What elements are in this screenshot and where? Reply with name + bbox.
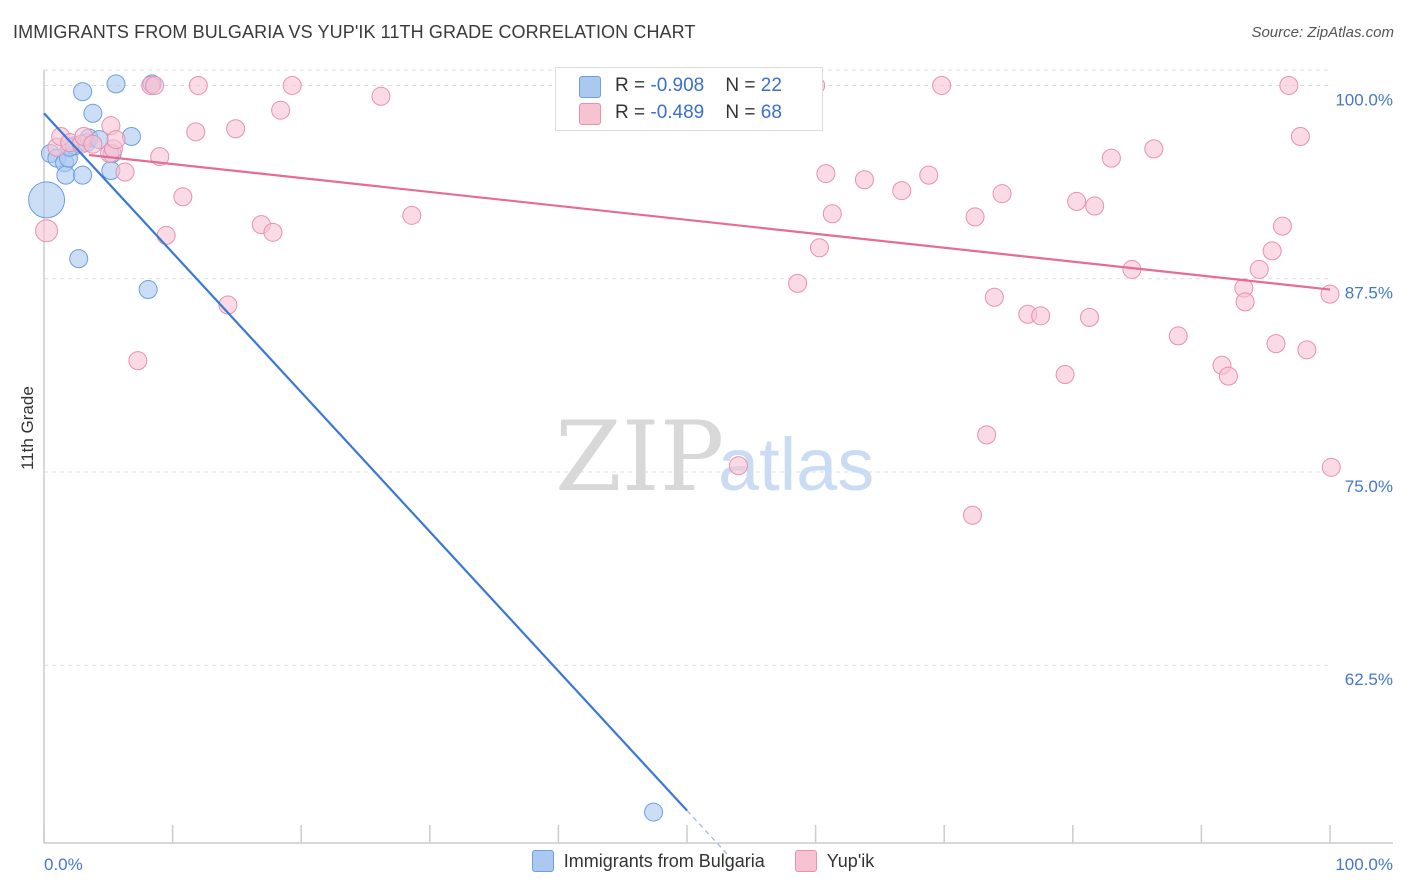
yupik-point bbox=[932, 75, 952, 95]
yupik-point bbox=[1249, 259, 1269, 279]
gridlines bbox=[44, 69, 1330, 666]
r-value: -0.908 bbox=[650, 75, 705, 96]
yupik-point bbox=[263, 222, 283, 242]
yupik-point bbox=[106, 130, 126, 150]
bulgaria-trend-extension bbox=[686, 810, 739, 867]
yupik-point bbox=[128, 351, 148, 371]
yupik-point bbox=[371, 86, 391, 106]
bulgaria-point bbox=[28, 181, 66, 219]
bulgaria-trend-line bbox=[43, 112, 688, 812]
yupik-point bbox=[186, 122, 206, 142]
yupik-point bbox=[1262, 241, 1282, 261]
yupik-point bbox=[156, 225, 176, 245]
yupik-point bbox=[1279, 75, 1299, 95]
n-value: 68 bbox=[760, 102, 782, 123]
watermark-zip: ZIP bbox=[555, 401, 724, 513]
legend-blue-swatch bbox=[531, 850, 554, 872]
watermark: ZIP atlas bbox=[555, 401, 874, 513]
yupik-point bbox=[1067, 191, 1087, 211]
n-label: N = bbox=[725, 75, 761, 96]
yupik-point bbox=[226, 119, 246, 139]
y-tick-label: 87.5% bbox=[1345, 284, 1393, 303]
legend-pink-swatch bbox=[794, 850, 817, 872]
n-value: 22 bbox=[760, 75, 782, 96]
yupik-point bbox=[1272, 216, 1292, 236]
yupik-point bbox=[977, 425, 997, 445]
yupik-point bbox=[150, 147, 170, 167]
yupik-point bbox=[1031, 306, 1051, 326]
r-label: R = bbox=[615, 75, 651, 96]
pink-swatch bbox=[579, 103, 601, 125]
yupik-point bbox=[1080, 307, 1100, 327]
y-tick-label: 62.5% bbox=[1345, 670, 1393, 689]
y-axis-label: 11th Grade bbox=[18, 386, 37, 470]
legend-item-yupik[interactable]: Yup'ik bbox=[794, 850, 875, 872]
x-tick-label: 100.0% bbox=[1335, 855, 1393, 874]
yupik-point bbox=[1266, 334, 1286, 354]
y-tick-label: 75.0% bbox=[1345, 477, 1393, 496]
blue-swatch bbox=[579, 76, 601, 98]
legend-item-bulgaria[interactable]: Immigrants from Bulgaria bbox=[531, 850, 765, 872]
yupik-point bbox=[1235, 292, 1255, 312]
bulgaria-point bbox=[73, 82, 93, 102]
yupik-point bbox=[1144, 139, 1164, 159]
yupik-point bbox=[965, 207, 985, 227]
yupik-point bbox=[809, 238, 829, 258]
yupik-point bbox=[115, 162, 135, 182]
data-points bbox=[28, 74, 1341, 822]
yupik-point bbox=[728, 456, 748, 476]
chart-title: IMMIGRANTS FROM BULGARIA VS YUP'IK 11TH … bbox=[13, 22, 696, 42]
yupik-point bbox=[1321, 457, 1341, 477]
yupik-point bbox=[1168, 326, 1188, 346]
bulgaria-point bbox=[73, 165, 93, 185]
yupik-point bbox=[83, 134, 103, 154]
yupik-point bbox=[35, 219, 59, 243]
yupik-point bbox=[1297, 340, 1317, 360]
yupik-point bbox=[145, 75, 165, 95]
yupik-point bbox=[282, 75, 302, 95]
legend-label-yupik: Yup'ik bbox=[826, 850, 875, 871]
r-label: R = bbox=[615, 102, 651, 123]
r-value: -0.489 bbox=[650, 102, 705, 123]
yupik-point bbox=[1218, 366, 1238, 386]
stats-legend: R = -0.908 N = 22 R = -0.489 N = 68 bbox=[555, 67, 823, 131]
yupik-point bbox=[402, 205, 422, 225]
yupik-point bbox=[1101, 148, 1121, 168]
yupik-point bbox=[173, 187, 193, 207]
yupik-point bbox=[962, 505, 982, 525]
yupik-point bbox=[854, 170, 874, 190]
legend-label-bulgaria: Immigrants from Bulgaria bbox=[563, 850, 765, 871]
yupik-point bbox=[892, 181, 912, 201]
yupik-point bbox=[188, 75, 208, 95]
yupik-point bbox=[992, 184, 1012, 204]
yupik-point bbox=[788, 273, 808, 293]
yupik-point bbox=[822, 204, 842, 224]
x-tick-label: 0.0% bbox=[44, 855, 83, 874]
bulgaria-point bbox=[121, 126, 141, 146]
bulgaria-point bbox=[83, 103, 103, 123]
trend-lines bbox=[43, 112, 1331, 867]
legend: Immigrants from Bulgaria Yup'ik bbox=[0, 850, 1406, 872]
yupik-point bbox=[271, 100, 291, 120]
yupik-point bbox=[919, 165, 939, 185]
bulgaria-point bbox=[56, 165, 76, 185]
tick-labels: 100.0% 87.5% 75.0% 62.5% 0.0% 100.0% bbox=[44, 90, 1393, 874]
bulgaria-point bbox=[106, 74, 126, 94]
yupik-point bbox=[1290, 126, 1310, 146]
bulgaria-point bbox=[644, 802, 664, 822]
yupik-trend-line bbox=[88, 153, 1331, 291]
bulgaria-point bbox=[69, 249, 89, 269]
y-tick-label: 100.0% bbox=[1335, 90, 1393, 109]
yupik-point bbox=[984, 287, 1004, 307]
n-label: N = bbox=[725, 102, 761, 123]
yupik-point bbox=[1085, 196, 1105, 216]
source-label: Source: ZipAtlas.com bbox=[1251, 24, 1394, 41]
yupik-point bbox=[816, 164, 836, 184]
yupik-point bbox=[1055, 365, 1075, 385]
bulgaria-point bbox=[138, 280, 158, 300]
